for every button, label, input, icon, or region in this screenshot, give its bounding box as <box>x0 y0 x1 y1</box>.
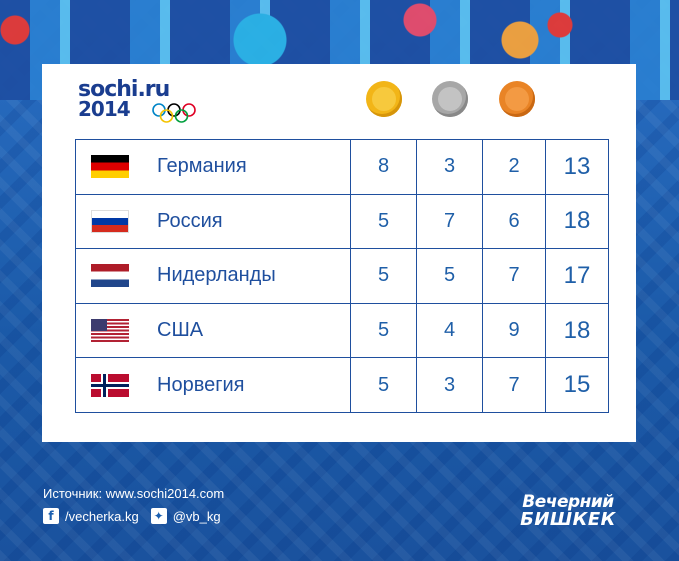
gold-count: 5 <box>350 193 417 250</box>
country-name: Норвегия <box>157 373 245 396</box>
twitter-link[interactable]: @vb_kg <box>172 508 221 524</box>
silver-count: 3 <box>416 357 483 413</box>
usa-flag-icon <box>91 319 129 343</box>
table-row: Россия 5 7 6 18 <box>75 193 609 250</box>
country-cell: Нидерланды <box>75 248 351 304</box>
silver-medal-icon <box>432 81 468 117</box>
netherlands-flag-icon <box>91 264 129 288</box>
facebook-link[interactable]: /vecherka.kg <box>65 508 139 524</box>
country-name: США <box>157 319 204 342</box>
country-name: Нидерланды <box>157 264 276 287</box>
total-count: 13 <box>545 139 609 195</box>
vecherniy-bishkek-logo: Вечерний БИШКЕК <box>500 494 636 530</box>
bronze-medal-icon <box>499 81 535 117</box>
table-row: США 5 4 9 18 <box>75 302 609 359</box>
sochi-2014-logo: sochi.ru 2014 <box>78 79 198 129</box>
silver-count: 5 <box>416 248 483 304</box>
brand-line-bottom: БИШКЕК <box>520 509 616 530</box>
social-links: f /vecherka.kg ✦ @vb_kg <box>43 508 233 524</box>
gold-medal-icon <box>366 81 402 117</box>
brand-line-top: Вечерний <box>522 492 614 512</box>
country-cell: Германия <box>75 139 351 195</box>
gold-count: 5 <box>350 248 417 304</box>
silver-count: 3 <box>416 139 483 195</box>
germany-flag-icon <box>91 155 129 179</box>
country-cell: Россия <box>75 193 351 250</box>
bronze-count: 7 <box>482 248 546 304</box>
bronze-count: 2 <box>482 139 546 195</box>
gold-count: 5 <box>350 357 417 413</box>
logo-text-top: sochi.ru <box>78 77 170 102</box>
table-row: Нидерланды 5 5 7 17 <box>75 248 609 304</box>
gold-count: 8 <box>350 139 417 195</box>
russia-flag-icon <box>91 209 129 233</box>
norway-flag-icon <box>91 373 129 397</box>
total-count: 18 <box>545 193 609 250</box>
total-count: 15 <box>545 357 609 413</box>
bronze-count: 9 <box>482 302 546 359</box>
logo-text-bottom: 2014 <box>78 97 131 121</box>
olympic-rings-icon <box>152 103 196 123</box>
medal-table-card: sochi.ru 2014 Германия <box>42 64 636 442</box>
source-text: Источник: www.sochi2014.com <box>43 486 225 501</box>
silver-count: 4 <box>416 302 483 359</box>
table-row: Норвегия 5 3 7 15 <box>75 357 609 413</box>
total-count: 18 <box>545 302 609 359</box>
silver-count: 7 <box>416 193 483 250</box>
bronze-count: 7 <box>482 357 546 413</box>
country-name: Германия <box>157 155 247 178</box>
country-cell: США <box>75 302 351 359</box>
bronze-count: 6 <box>482 193 546 250</box>
medal-standings-table: Германия 8 3 2 13 Россия 5 7 6 18 <box>75 139 609 413</box>
twitter-icon[interactable]: ✦ <box>150 508 167 524</box>
total-count: 17 <box>545 248 609 304</box>
facebook-icon[interactable]: f <box>43 508 59 524</box>
country-cell: Норвегия <box>75 357 351 413</box>
gold-count: 5 <box>350 302 417 359</box>
table-row: Германия 8 3 2 13 <box>75 139 609 195</box>
country-name: Россия <box>157 209 223 232</box>
